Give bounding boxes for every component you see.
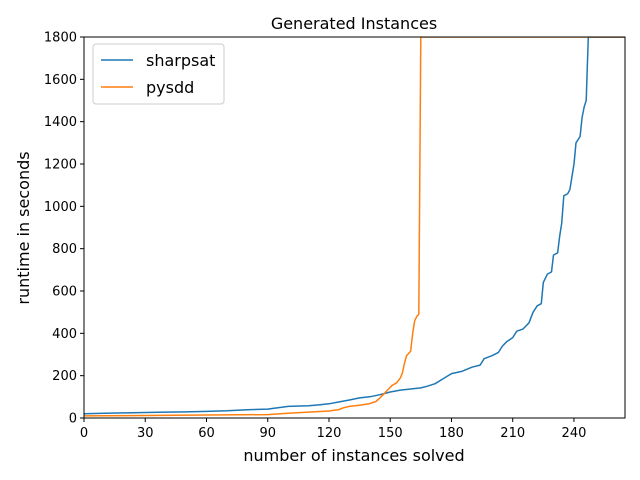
y-tick-label: 1000 bbox=[44, 200, 77, 215]
x-tick-label: 90 bbox=[259, 426, 276, 441]
x-tick-label: 0 bbox=[80, 426, 88, 441]
legend-label-pysdd: pysdd bbox=[146, 78, 194, 97]
y-tick-label: 1400 bbox=[44, 115, 77, 130]
y-tick-label: 400 bbox=[52, 327, 77, 342]
axes-frame bbox=[83, 36, 626, 419]
y-tick-label: 600 bbox=[52, 285, 77, 300]
x-tick-label: 30 bbox=[137, 426, 154, 441]
legend: sharpsat pysdd bbox=[92, 43, 225, 105]
legend-label-sharpsat: sharpsat bbox=[146, 51, 215, 70]
series-line-pysdd bbox=[84, 37, 625, 417]
chart-title: Generated Instances bbox=[271, 14, 437, 33]
y-tick-label: 800 bbox=[52, 242, 77, 257]
x-tick-label: 120 bbox=[317, 426, 342, 441]
x-tick-label: 180 bbox=[439, 426, 464, 441]
x-tick-label: 150 bbox=[378, 426, 403, 441]
y-tick-label: 1600 bbox=[44, 73, 77, 88]
series-lines bbox=[84, 37, 625, 417]
plot-area bbox=[84, 37, 625, 417]
legend-box bbox=[92, 43, 225, 105]
y-axis-label: runtime in seconds bbox=[14, 151, 33, 304]
y-tick-label: 200 bbox=[52, 369, 77, 384]
series-line-sharpsat bbox=[84, 37, 625, 415]
y-tick-label: 0 bbox=[69, 412, 77, 427]
y-tick-label: 1800 bbox=[44, 31, 77, 46]
y-tick-label: 1200 bbox=[44, 158, 77, 173]
x-tick-label: 210 bbox=[500, 426, 525, 441]
x-tick-label: 60 bbox=[198, 426, 215, 441]
axes: 0 30 60 90 120 150 180 210 240 0 200 400 600 800 1000 1… bbox=[44, 31, 626, 441]
x-tick-label: 240 bbox=[562, 426, 587, 441]
x-axis-label: number of instances solved bbox=[243, 446, 464, 465]
